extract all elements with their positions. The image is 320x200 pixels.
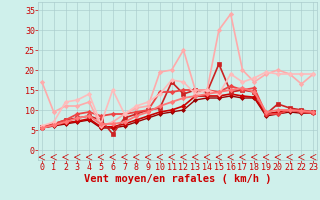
X-axis label: Vent moyen/en rafales ( km/h ): Vent moyen/en rafales ( km/h ) (84, 174, 271, 184)
